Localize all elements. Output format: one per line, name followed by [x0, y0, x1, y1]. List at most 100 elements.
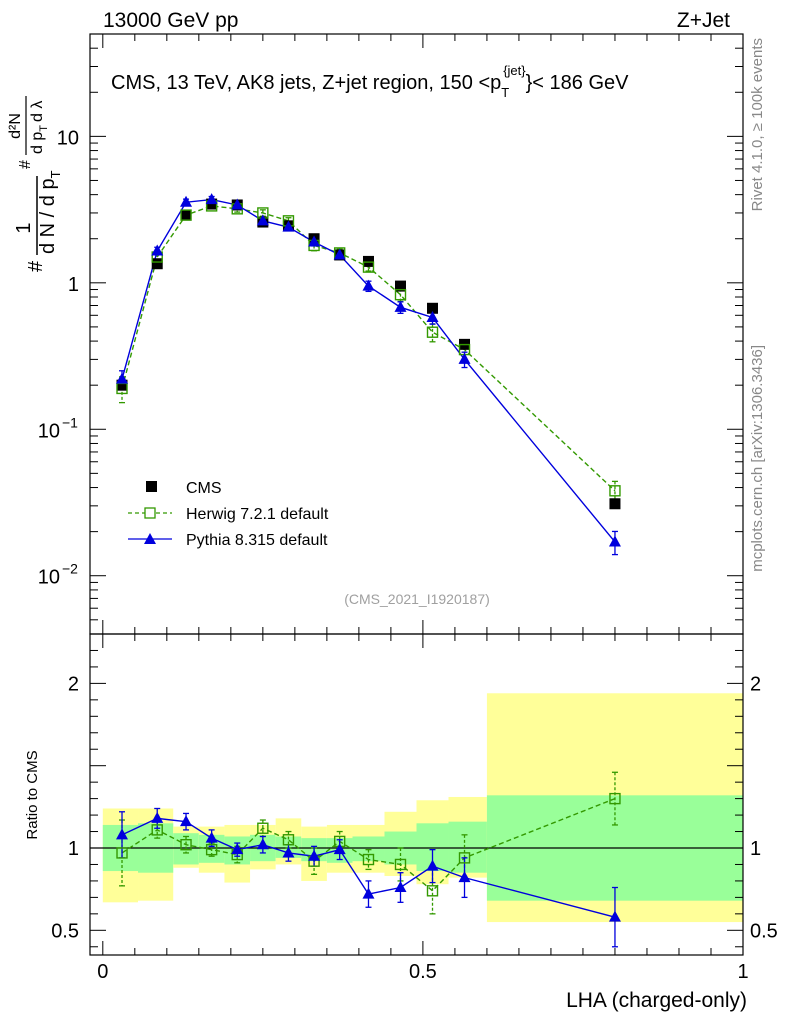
herwig-ratio-point-3 — [205, 843, 218, 856]
chart-title-tail: }< 186 GeV — [526, 72, 630, 94]
herwig-ratio-point-5 — [257, 822, 269, 834]
ylabel-frac2-den-text: d p — [29, 132, 46, 154]
legend-label-pythia: Pythia 8.315 default — [186, 532, 328, 549]
pythia-point-11 — [426, 310, 439, 322]
rivet-version-label: Rivet 4.1.0, ≥ 100k events — [749, 38, 766, 211]
main-error-bars — [119, 195, 618, 556]
ratio-y-tick-label-left-1: 1 — [68, 838, 79, 860]
herwig-ratio-point-2 — [180, 839, 192, 851]
pythia-ratio-point-8 — [333, 843, 346, 855]
ylabel-frac2-den-tail: d λ — [29, 101, 46, 122]
herwig-point-9 — [362, 261, 375, 273]
herwig-ratio-point-1 — [151, 824, 163, 836]
x-tick-label-0: 0 — [97, 961, 108, 983]
pythia-ratio-point-9 — [362, 887, 375, 899]
herwig-ratio-line — [121, 797, 616, 892]
pythia-ratio-point-6 — [282, 846, 295, 858]
main-y-tick-label-2: 1 — [68, 274, 79, 296]
herwig-ratio-point-12 — [458, 852, 471, 864]
pythia-point-4 — [231, 198, 244, 210]
cms-point-10 — [394, 280, 406, 292]
main-y-tick-exp-1: −1 — [62, 414, 78, 430]
pythia-ratio-point-4 — [231, 843, 244, 855]
pythia-ratio-point-11 — [426, 859, 439, 871]
ratio-y-tick-label-right-1: 1 — [750, 838, 761, 860]
pythia-ratio-point-3 — [205, 831, 218, 843]
mcplots-label: mcplots.cern.ch [arXiv:1306.3436] — [749, 345, 766, 572]
x-tick-label-2: 1 — [737, 961, 748, 983]
pythia-ratio-point-10 — [394, 881, 407, 893]
herwig-ratio-point-10 — [394, 858, 407, 871]
pythia-ratio-point-0 — [116, 828, 129, 840]
pythia-ratio-point-7 — [308, 849, 321, 861]
pythia-point-0 — [116, 372, 129, 384]
herwig-point-11 — [426, 326, 439, 338]
herwig-ratio-point-11 — [426, 885, 439, 897]
ratio-y-tick-label-right-0: 0.5 — [750, 920, 778, 942]
x-tick-label-1: 0.5 — [409, 961, 437, 983]
pythia-point-8 — [333, 248, 346, 260]
ratio-y-tick-label-left-0: 0.5 — [51, 920, 79, 942]
cms-point-0 — [116, 379, 128, 391]
pythia-point-5 — [256, 214, 269, 226]
herwig-main-line — [121, 205, 616, 492]
chart-title-main: CMS, 13 TeV, AK8 jets, Z+jet region, 150… — [111, 72, 501, 94]
main-y-tick-label-3: 10 — [57, 127, 79, 149]
legend-marker-cms — [146, 481, 157, 492]
pythia-point-9 — [362, 279, 375, 291]
main-y-tick-label-0: 10 — [38, 567, 60, 589]
herwig-point-10 — [394, 288, 407, 301]
pythia-point-7 — [308, 235, 321, 247]
herwig-ratio-point-13 — [609, 792, 621, 805]
legend-marker-herwig — [144, 507, 156, 519]
pythia-ratio-point-5 — [256, 838, 269, 850]
analysis-id: (CMS_2021_I1920187) — [344, 591, 490, 607]
ylabel-mid: # — [17, 160, 34, 169]
cms-point-2 — [180, 209, 192, 221]
pythia-point-13 — [608, 535, 621, 547]
pythia-ratio-point-2 — [180, 815, 193, 827]
pythia-ratio-point-1 — [151, 811, 164, 823]
pythia-main-line — [121, 198, 616, 543]
chart-title-sub: T — [501, 85, 509, 100]
pythia-point-3 — [205, 193, 218, 205]
main-y-tick-label-1: 10 — [38, 420, 60, 442]
ratio-uncertainty-bands — [90, 693, 743, 923]
cms-point-11 — [427, 302, 439, 314]
pythia-ratio-point-13 — [608, 910, 621, 922]
ratio-markers — [116, 792, 621, 922]
ratio-frame — [89, 633, 744, 956]
ratio-y-tick-label-right-2: 2 — [750, 673, 761, 695]
ylabel-frac2-den: d pTd λ — [29, 101, 50, 154]
ylabel-frac1-den: d N / d pT — [37, 170, 63, 254]
herwig-ratio-point-9 — [362, 853, 375, 866]
ylabel-prefix: # — [25, 260, 47, 272]
pythia-point-12 — [458, 352, 471, 364]
herwig-point-0 — [116, 382, 128, 395]
pythia-point-6 — [282, 220, 295, 232]
ylabel-frac2-den-sub: T — [38, 125, 50, 132]
herwig-ratio-point-0 — [116, 847, 128, 859]
legend-label-cms: CMS — [186, 480, 222, 497]
main-series-lines — [121, 198, 616, 543]
cms-point-1 — [151, 258, 163, 270]
legend-marker-pythia — [144, 533, 156, 544]
legend-label-herwig: Herwig 7.2.1 default — [186, 506, 329, 523]
ylabel-frac1-den-text: d N / d p — [37, 178, 59, 254]
chart-title-sup: {jet} — [503, 63, 526, 78]
main-y-axis-label: # 1 d N / d pT # d²N d pTd λ — [7, 96, 63, 272]
ratio-axes: 0 0.5 10.5 0.51 12 2 — [51, 633, 778, 983]
ratio-y-tick-label-left-2: 2 — [68, 673, 79, 695]
x-axis-label: LHA (charged-only) — [566, 989, 747, 1012]
header-right-label: Z+Jet — [677, 9, 730, 32]
pythia-point-10 — [394, 300, 407, 312]
herwig-ratio-point-6 — [282, 834, 295, 846]
header-left-label: 13000 GeV pp — [103, 9, 238, 32]
chart-title: CMS, 13 TeV, AK8 jets, Z+jet region, 150… — [111, 63, 629, 100]
cms-point-13 — [609, 498, 621, 510]
legend: CMS Herwig 7.2.1 default Pythia 8.315 de… — [128, 480, 329, 549]
herwig-point-13 — [609, 485, 621, 497]
herwig-point-2 — [180, 209, 192, 221]
